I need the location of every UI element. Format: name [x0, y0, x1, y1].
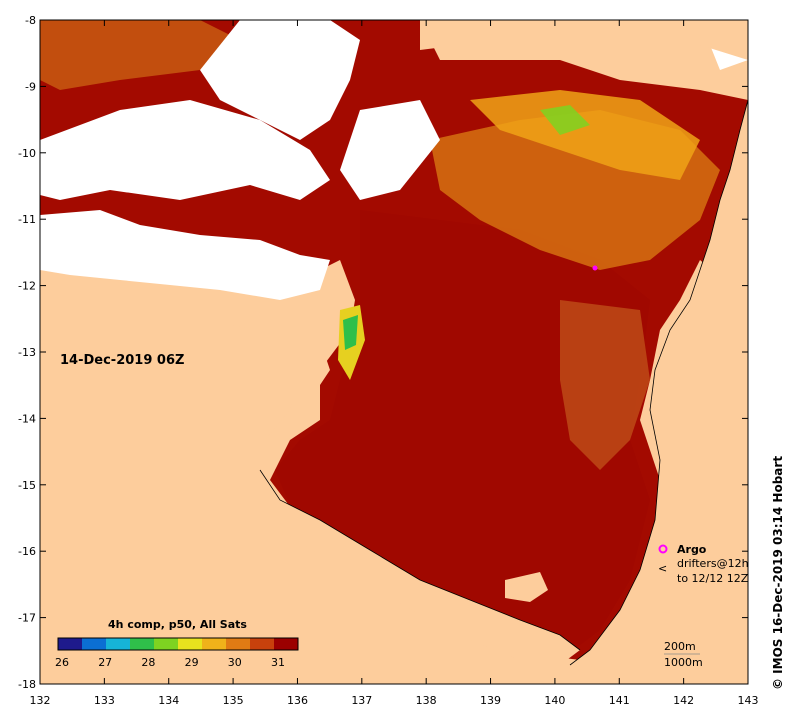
colorbar-swatch	[250, 638, 275, 650]
colorbar-tick-label: 30	[228, 656, 242, 669]
x-tick-label: 136	[287, 694, 308, 707]
cloud-mask-west	[40, 210, 330, 300]
x-tick-label: 138	[416, 694, 437, 707]
y-tick-label: -16	[18, 545, 36, 558]
x-tick-label: 141	[609, 694, 630, 707]
colorbar-tick-label: 29	[185, 656, 199, 669]
credit-text: © IMOS 16-Dec-2019 03:14 Hobart	[771, 456, 785, 690]
sst-patch-green-ne	[540, 105, 590, 135]
colorbar-frame	[57, 637, 299, 651]
colorbar-tick-label: 31	[271, 656, 285, 669]
gulf-of-carpentaria	[275, 210, 650, 660]
cloud-mask-nw	[40, 100, 330, 200]
x-tick-label: 142	[673, 694, 694, 707]
colorbar: 26 27 28 29 30 31	[55, 637, 299, 669]
colorbar-tick-label: 27	[98, 656, 112, 669]
x-tick-label: 133	[94, 694, 115, 707]
colorbar-swatch	[202, 638, 227, 650]
colorbar-swatch	[82, 638, 107, 650]
colorbar-swatch	[226, 638, 251, 650]
y-axis: -8 -9 -10 -11 -12 -13 -14 -15 -16 -17 -18	[18, 14, 748, 691]
depth-200-label: 200m	[664, 640, 696, 653]
argo-float-marker	[592, 265, 598, 271]
cape-york-land	[570, 100, 748, 684]
colorbar-swatch	[178, 638, 203, 650]
southern-land	[40, 320, 580, 684]
colorbar-swatch	[274, 638, 299, 650]
x-tick-label: 143	[738, 694, 759, 707]
y-tick-label: -13	[18, 346, 36, 359]
argo-icon	[658, 544, 668, 554]
cloud-mask-north	[200, 20, 360, 140]
colorbar-title: 4h comp, p50, All Sats	[108, 618, 247, 631]
new-guinea-land	[420, 20, 748, 60]
y-tick-label: -10	[18, 147, 36, 160]
y-tick-label: -8	[25, 14, 36, 27]
y-tick-label: -17	[18, 612, 36, 625]
colorbar-swatch	[154, 638, 179, 650]
sst-patch-yellow-ne	[470, 90, 700, 180]
colorbar-tick-label: 28	[141, 656, 155, 669]
coastline-east	[569, 99, 749, 666]
y-tick-label: -12	[18, 280, 36, 293]
drifters-label-2: to 12/12 12Z	[677, 572, 749, 585]
cloud-mask-north-2	[340, 100, 440, 200]
x-tick-label: 140	[544, 694, 565, 707]
island-east	[505, 572, 548, 602]
x-tick-label: 137	[351, 694, 372, 707]
legend: Argo < drifters@12h to 12/12 12Z 200m 10…	[658, 543, 749, 669]
sst-patch-orange-east	[560, 300, 650, 470]
sst-patch-green-strip	[343, 315, 358, 350]
x-tick-label: 134	[158, 694, 179, 707]
x-axis: 132 133 134 135 136 137 138 139 140 141 142 143	[30, 20, 759, 707]
colorbar-swatch	[58, 638, 83, 650]
coastline	[259, 469, 581, 651]
drifters-label-1: drifters@12h	[677, 557, 749, 570]
y-tick-label: -14	[18, 412, 36, 425]
colorbar-tick-label: 26	[55, 656, 69, 669]
y-tick-label: -15	[18, 479, 36, 492]
y-tick-label: -9	[25, 80, 36, 93]
arnhem-land	[40, 290, 580, 665]
colorbar-swatch	[106, 638, 131, 650]
y-tick-label: -11	[18, 213, 36, 226]
argo-label: Argo	[677, 543, 707, 556]
y-tick-label: -18	[18, 678, 36, 691]
x-tick-label: 139	[480, 694, 501, 707]
sst-patch-orange-nw	[40, 20, 240, 90]
map-title: 14-Dec-2019 06Z	[60, 353, 184, 368]
colorbar-swatch	[130, 638, 155, 650]
x-tick-label: 132	[30, 694, 51, 707]
x-tick-label: 135	[223, 694, 244, 707]
depth-1000-label: 1000m	[664, 656, 703, 669]
drifter-icon: <	[658, 562, 667, 575]
